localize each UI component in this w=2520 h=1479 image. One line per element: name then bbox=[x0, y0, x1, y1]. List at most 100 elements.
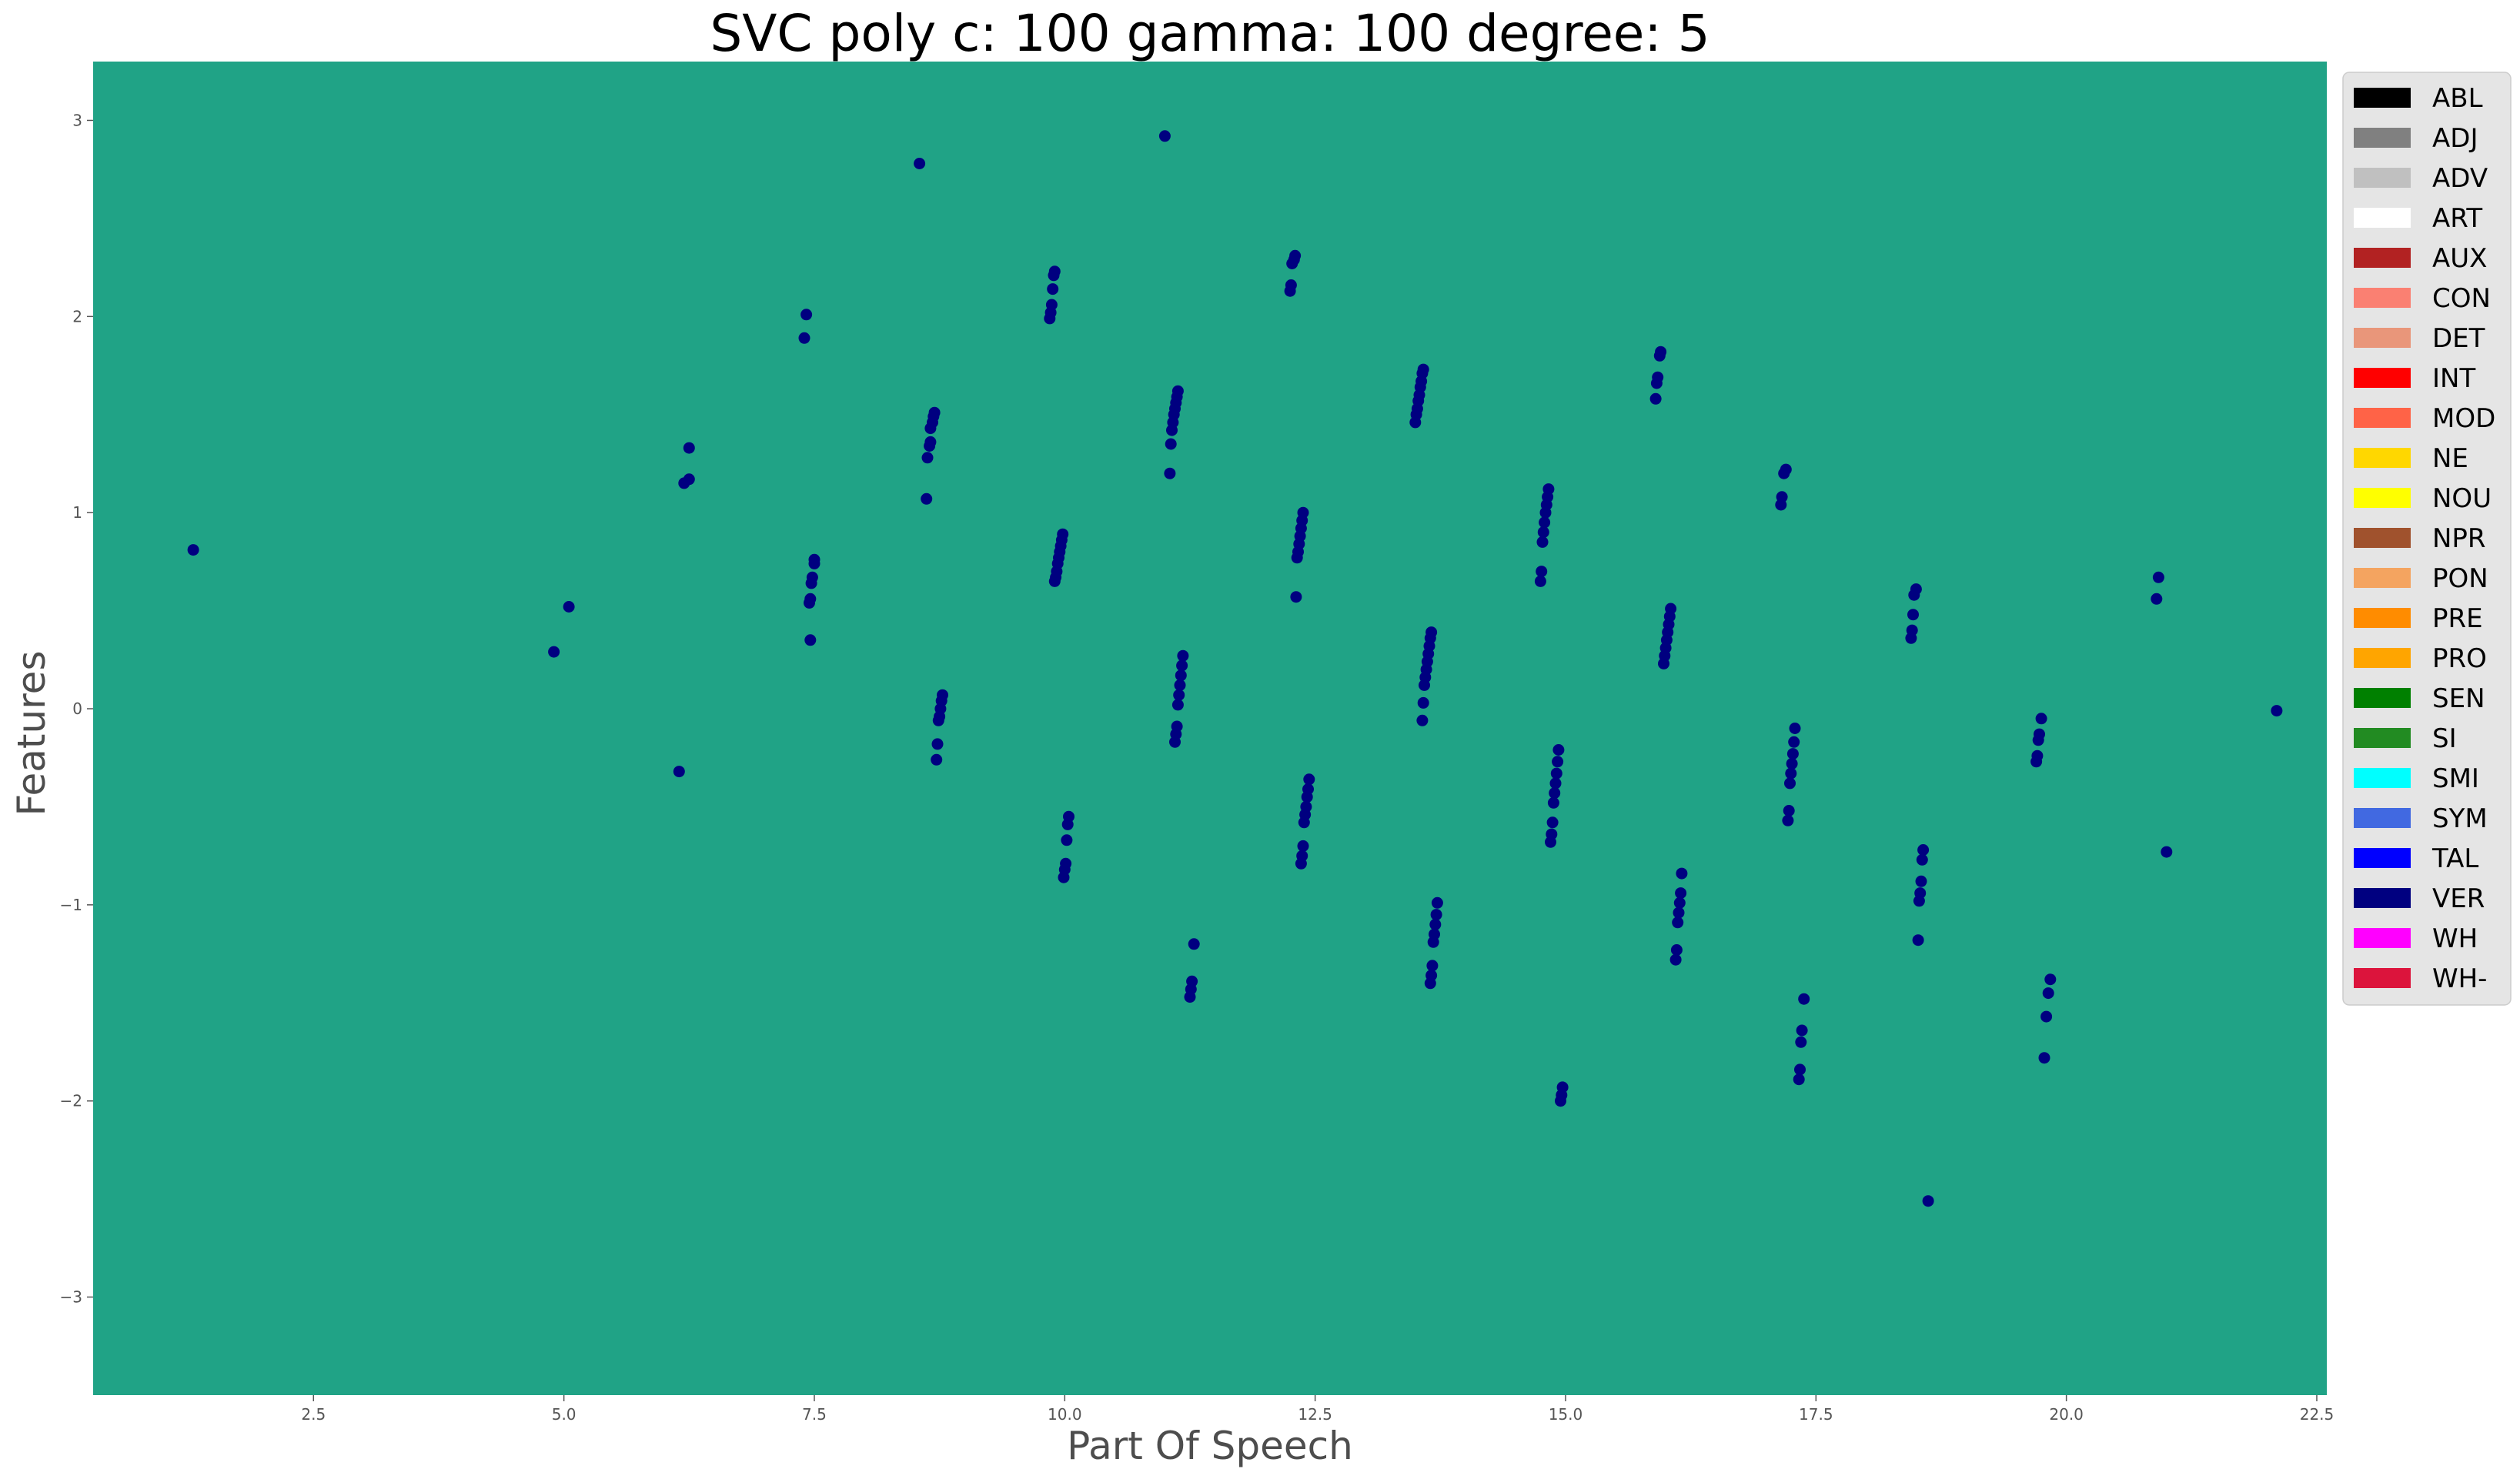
legend-swatch bbox=[2354, 968, 2411, 988]
data-point bbox=[2161, 846, 2173, 858]
data-point bbox=[921, 452, 934, 464]
data-points bbox=[187, 130, 2283, 1207]
legend-label: WH bbox=[2432, 923, 2478, 954]
data-point bbox=[1652, 371, 1664, 383]
legend-item: AUX bbox=[2354, 243, 2487, 274]
legend-item: WH- bbox=[2354, 963, 2487, 994]
chart-title: SVC poly c: 100 gamma: 100 degree: 5 bbox=[710, 4, 1710, 63]
legend-swatch bbox=[2354, 248, 2411, 268]
legend-label: SI bbox=[2432, 723, 2457, 754]
y-tick-label: −3 bbox=[60, 1288, 82, 1307]
legend-item: PON bbox=[2354, 563, 2488, 594]
data-point bbox=[914, 158, 926, 169]
data-point bbox=[1429, 928, 1440, 940]
data-point bbox=[1186, 975, 1198, 987]
data-point bbox=[1061, 834, 1073, 846]
data-point bbox=[1289, 249, 1302, 262]
data-point bbox=[1546, 816, 1559, 829]
data-point bbox=[1675, 887, 1687, 900]
data-point bbox=[1550, 767, 1562, 780]
legend-swatch bbox=[2354, 488, 2411, 508]
data-point bbox=[800, 309, 813, 321]
data-point bbox=[1173, 689, 1185, 701]
data-point bbox=[2031, 750, 2044, 762]
y-tick-label: 0 bbox=[72, 699, 82, 718]
data-point bbox=[1539, 516, 1551, 529]
data-point bbox=[1537, 526, 1549, 539]
legend-label: SYM bbox=[2432, 803, 2488, 834]
data-point bbox=[1795, 1036, 1807, 1048]
data-point bbox=[808, 553, 821, 566]
x-tick-label: 20.0 bbox=[2049, 1405, 2084, 1424]
data-point bbox=[1300, 800, 1312, 813]
x-tick-label: 5.0 bbox=[552, 1405, 577, 1424]
data-point bbox=[1296, 850, 1308, 862]
data-point bbox=[806, 571, 818, 583]
legend: ABL ADJ ADV ART AUX CON DET INT MOD NE NOU NPR PON PR… bbox=[2342, 72, 2512, 1006]
data-point bbox=[1786, 757, 1798, 770]
data-point bbox=[1912, 934, 1924, 946]
data-point bbox=[1785, 767, 1797, 780]
data-point bbox=[563, 601, 575, 613]
data-point bbox=[1177, 649, 1189, 662]
data-point bbox=[1285, 279, 1297, 291]
data-point bbox=[1546, 828, 1558, 840]
legend-item: INT bbox=[2354, 363, 2475, 394]
y-tick-label: −2 bbox=[60, 1092, 82, 1110]
data-point bbox=[1171, 699, 1184, 711]
data-point bbox=[1297, 506, 1309, 519]
legend-label: CON bbox=[2432, 283, 2491, 314]
data-point bbox=[1673, 906, 1685, 919]
legend-swatch bbox=[2354, 768, 2411, 788]
data-point bbox=[1796, 1024, 1808, 1037]
data-point bbox=[683, 473, 695, 486]
data-point bbox=[1547, 796, 1559, 809]
legend-item: NOU bbox=[2354, 483, 2492, 514]
legend-swatch bbox=[2354, 288, 2411, 308]
data-point bbox=[1165, 438, 1177, 450]
data-point bbox=[1426, 960, 1439, 972]
data-point bbox=[1916, 853, 1928, 866]
data-point bbox=[1303, 773, 1315, 786]
data-point bbox=[1915, 875, 1927, 887]
data-point bbox=[1045, 299, 1058, 311]
legend-label: NE bbox=[2432, 443, 2468, 474]
y-axis-ticks: 3 2 1 0 −1 −2 −3 bbox=[60, 111, 93, 1307]
legend-swatch bbox=[2354, 408, 2411, 428]
legend-item: ART bbox=[2354, 203, 2482, 234]
legend-swatch bbox=[2354, 808, 2411, 828]
legend-item: ADJ bbox=[2354, 123, 2478, 154]
data-point bbox=[1290, 591, 1302, 603]
data-point bbox=[548, 646, 560, 658]
data-point bbox=[937, 689, 948, 701]
data-point bbox=[1416, 714, 1429, 726]
data-point bbox=[1676, 867, 1688, 880]
data-point bbox=[1430, 909, 1442, 921]
legend-item: DET bbox=[2354, 323, 2485, 354]
y-tick-label: 3 bbox=[72, 111, 82, 129]
legend-label: ADJ bbox=[2432, 123, 2478, 154]
data-point bbox=[1057, 528, 1069, 540]
data-point bbox=[924, 436, 937, 448]
legend-swatch bbox=[2354, 928, 2411, 948]
legend-swatch bbox=[2354, 328, 2411, 348]
data-point bbox=[1297, 840, 1309, 852]
data-point bbox=[1047, 283, 1059, 295]
legend-label: MOD bbox=[2432, 403, 2495, 434]
legend-label: INT bbox=[2432, 363, 2475, 394]
legend-label: WH- bbox=[2432, 963, 2487, 994]
data-point bbox=[1552, 756, 1564, 768]
data-point bbox=[1171, 720, 1183, 733]
x-tick-label: 15.0 bbox=[1549, 1405, 1583, 1424]
data-point bbox=[1175, 669, 1187, 682]
legend-item: MOD bbox=[2354, 403, 2495, 434]
x-tick-label: 2.5 bbox=[301, 1405, 326, 1424]
data-point bbox=[1431, 896, 1443, 909]
data-point bbox=[1665, 603, 1677, 615]
data-point bbox=[1536, 536, 1549, 548]
data-point bbox=[804, 593, 817, 605]
data-point bbox=[931, 753, 943, 766]
legend-swatch bbox=[2354, 128, 2411, 148]
legend-swatch bbox=[2354, 568, 2411, 588]
data-point bbox=[1063, 810, 1075, 823]
